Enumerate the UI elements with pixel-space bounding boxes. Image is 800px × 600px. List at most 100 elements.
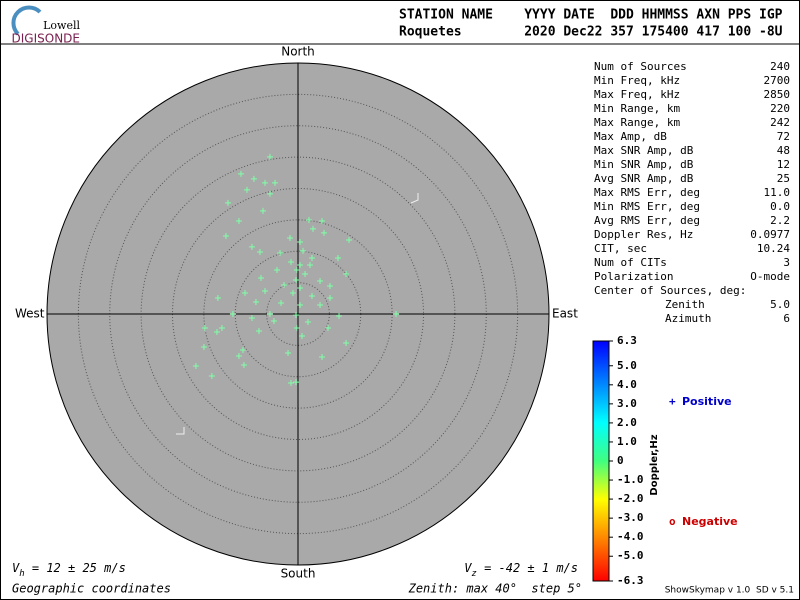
stat-value: 48 xyxy=(777,144,790,157)
stat-label: Min Range, km xyxy=(594,102,680,115)
source-point xyxy=(248,315,255,322)
stat-value: 12 xyxy=(777,158,790,171)
source-point xyxy=(327,282,334,289)
source-point xyxy=(285,350,292,357)
stat-value: 2.2 xyxy=(770,214,790,227)
source-point xyxy=(218,324,225,331)
source-point xyxy=(287,380,294,387)
source-point xyxy=(324,324,331,331)
stat-value: 240 xyxy=(770,60,790,73)
source-point xyxy=(192,363,199,370)
velocity-part: V xyxy=(464,561,472,575)
source-point xyxy=(304,319,311,326)
source-point xyxy=(292,312,299,319)
stat-label: Avg SNR Amp, dB xyxy=(594,172,694,185)
source-point xyxy=(271,179,278,186)
stat-value: 72 xyxy=(777,130,790,143)
velocity-part: = 12 ± 25 m/s xyxy=(25,561,126,575)
header-line: Roquetes 2020 Dec22 357 175400 417 100 -… xyxy=(399,25,783,40)
colorbar-tick-label: 1.0 xyxy=(617,435,637,448)
legend-label: Negative xyxy=(682,515,738,528)
stat-label: Num of Sources xyxy=(594,60,687,73)
source-point xyxy=(266,311,273,317)
source-point xyxy=(229,311,236,317)
colorbar-tick-label: -1.0 xyxy=(617,473,644,486)
source-point xyxy=(317,301,324,308)
colorbar-tick-label: 2.0 xyxy=(617,416,637,429)
source-point xyxy=(335,254,342,261)
source-point xyxy=(297,261,304,268)
source-point xyxy=(243,186,250,193)
velocity-part: V xyxy=(12,561,20,575)
source-point xyxy=(297,284,304,291)
direction-label: North xyxy=(281,45,315,59)
source-point xyxy=(214,294,221,301)
source-point xyxy=(327,294,334,301)
source-point xyxy=(289,289,296,296)
source-point xyxy=(319,354,326,361)
source-point xyxy=(293,266,300,273)
direction-label: West xyxy=(15,307,45,321)
source-point xyxy=(261,179,268,186)
zenith-info: Zenith: max 40° step 5° xyxy=(408,582,582,596)
source-point xyxy=(213,329,220,336)
source-point xyxy=(250,175,257,182)
colorbar-tick-label: 5.0 xyxy=(617,359,637,372)
source-point xyxy=(276,249,283,256)
marker xyxy=(176,427,185,435)
velocity-part: h xyxy=(19,569,24,579)
colorbar-tick-label: 3.0 xyxy=(617,397,637,410)
source-point xyxy=(300,247,307,254)
source-point xyxy=(237,170,244,177)
stat-value: 0.0 xyxy=(770,200,790,213)
side-panel: Num of Sources 240 Min Freq, kHz 2700 Max Fr… xyxy=(12,60,794,596)
stat-label: Max Amp, dB xyxy=(594,130,667,143)
source-point xyxy=(302,270,309,277)
source-point xyxy=(277,300,284,307)
source-point xyxy=(293,324,300,331)
source-point xyxy=(393,311,400,317)
stat-label: Max RMS Err, deg xyxy=(594,186,700,199)
source-point xyxy=(346,236,353,243)
velocity-part: z xyxy=(471,569,476,579)
stat-label: Max Freq, kHz xyxy=(594,88,680,101)
stat-value: O-mode xyxy=(750,270,790,283)
stat-label: Avg RMS Err, deg xyxy=(594,214,700,227)
stat-label: Max SNR Amp, dB xyxy=(594,144,694,157)
logo-arc xyxy=(11,5,42,36)
colorbar-tick-label: 6.3 xyxy=(617,334,637,347)
source-point xyxy=(257,274,264,281)
source-point xyxy=(256,248,263,255)
source-point xyxy=(299,333,306,340)
stat-value: 25 xyxy=(777,172,790,185)
stat-value: 0.0977 xyxy=(750,228,790,241)
source-point xyxy=(273,266,280,273)
source-point xyxy=(241,289,248,296)
source-point xyxy=(270,318,277,325)
colorbar-tick-label: -5.0 xyxy=(617,549,644,562)
source-point xyxy=(319,217,326,224)
source-point xyxy=(297,238,304,245)
source-point xyxy=(281,281,288,288)
colorbar-tick-label: -2.0 xyxy=(617,492,644,505)
stat-value: 3 xyxy=(783,256,790,269)
source-point xyxy=(306,261,313,268)
colorbar-tick-label: -4.0 xyxy=(617,530,644,543)
center-label: Azimuth xyxy=(665,312,711,325)
source-point xyxy=(297,301,304,308)
colorbar xyxy=(592,340,610,582)
colorbar-tick-label: 0 xyxy=(617,454,624,467)
stat-value: 10.24 xyxy=(757,242,790,255)
stat-label: Polarization xyxy=(594,270,673,283)
velocity: Vh = 12 ± 25 m/s xyxy=(12,561,126,579)
source-point xyxy=(255,328,262,335)
legend-label: Positive xyxy=(682,395,732,408)
coords: Geographic coordinates xyxy=(12,582,171,596)
center-label: Zenith xyxy=(665,298,705,311)
stat-label: Max Range, km xyxy=(594,116,680,129)
stat-label: Doppler Res, Hz xyxy=(594,228,693,241)
source-point xyxy=(201,324,208,331)
stat-value: 2700 xyxy=(764,74,791,87)
source-point xyxy=(308,292,315,299)
